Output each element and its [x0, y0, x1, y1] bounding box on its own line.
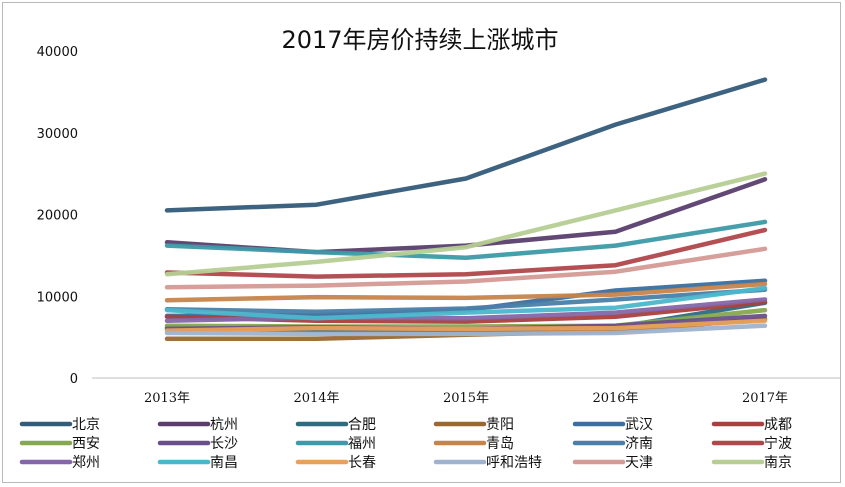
legend-label: 郑州 [72, 455, 100, 471]
x-tick-label: 2016年 [592, 391, 638, 406]
series-line-17 [164, 246, 768, 290]
legend-label: 青岛 [486, 436, 514, 452]
legend-label: 济南 [625, 436, 653, 452]
series-line-9 [164, 219, 768, 261]
series-line-15 [164, 318, 768, 333]
legend-label: 福州 [348, 436, 376, 452]
x-tick-label: 2014年 [293, 391, 339, 406]
y-tick-label: 0 [70, 372, 78, 387]
series-line-11 [164, 287, 768, 315]
y-tick-label: 30000 [37, 127, 78, 142]
y-axis: 0 10000 20000 30000 40000 [37, 45, 78, 387]
x-tick-label: 2017年 [742, 391, 788, 406]
legend-label: 长春 [348, 455, 376, 471]
legend-label: 合肥 [348, 417, 376, 433]
legend-label: 北京 [72, 417, 100, 433]
x-tick-label: 2015年 [443, 391, 489, 406]
series-line-16 [164, 323, 768, 337]
series-line-14 [164, 285, 768, 321]
series-line-1 [164, 77, 768, 213]
legend-label: 呼和浩特 [486, 455, 542, 471]
legend-label: 长沙 [210, 436, 238, 452]
legend-label: 西安 [72, 436, 100, 452]
legend-label: 宁波 [764, 435, 792, 452]
y-tick-label: 40000 [37, 45, 78, 60]
legend-label: 武汉 [625, 417, 653, 433]
legend-label: 南京 [764, 455, 792, 471]
legend-label: 杭州 [210, 417, 238, 433]
y-tick-label: 20000 [37, 209, 78, 224]
legend-label: 成都 [764, 417, 792, 433]
series-line-13 [164, 297, 768, 324]
x-tick-label: 2013年 [144, 391, 190, 406]
series-line-10 [164, 281, 768, 303]
x-axis: 2013年 2014年 2015年 2016年 2017年 [92, 377, 840, 406]
series-line-2 [164, 177, 768, 255]
series-line-18 [164, 171, 768, 277]
legend-label: 天津 [625, 455, 653, 471]
series-line-12 [164, 227, 768, 279]
chart-title: 2017年房价持续上涨城市 [281, 26, 558, 54]
series-layer [164, 77, 768, 342]
legend-label: 南昌 [210, 455, 238, 471]
legend-label: 贵阳 [486, 417, 514, 433]
y-tick-label: 10000 [37, 290, 78, 305]
